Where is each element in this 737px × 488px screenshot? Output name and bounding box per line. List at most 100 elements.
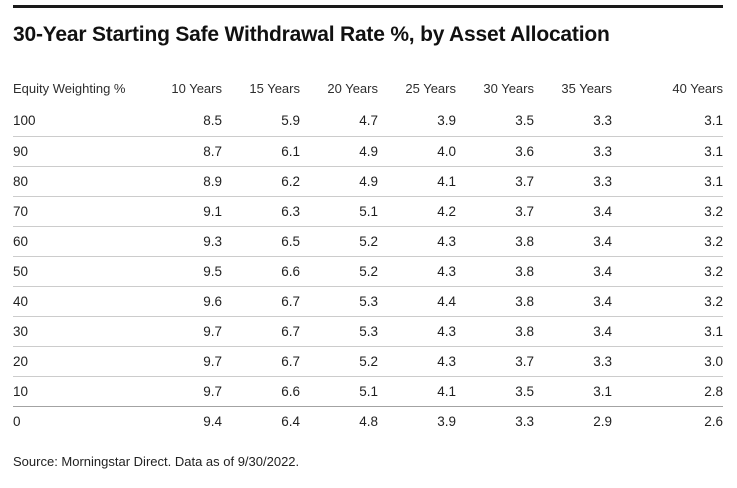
table-body: 100 8.5 5.9 4.7 3.9 3.5 3.3 3.1 90 8.7 6.1 4.9 4.0 3.… <box>13 106 723 436</box>
value-cell: 3.7 <box>456 346 534 377</box>
value-cell: 8.9 <box>144 166 222 197</box>
value-cell: 3.1 <box>612 316 723 347</box>
table-row: 10 9.7 6.6 5.1 4.1 3.5 3.1 2.8 <box>13 376 723 407</box>
value-cell: 6.7 <box>222 346 300 377</box>
value-cell: 5.3 <box>300 316 378 347</box>
value-cell: 3.2 <box>612 196 723 227</box>
value-cell: 9.7 <box>144 316 222 347</box>
value-cell: 6.4 <box>281 413 300 429</box>
value-cell: 6.7 <box>222 316 300 347</box>
column-header-10-years: 10 Years <box>171 81 222 96</box>
value-cell: 9.7 <box>144 346 222 377</box>
value-cell: 5.9 <box>222 106 300 137</box>
value-cell: 2.9 <box>593 413 612 429</box>
value-cell: 3.1 <box>612 136 723 167</box>
value-cell: 3.4 <box>534 226 612 257</box>
value-cell: 5.2 <box>300 346 378 377</box>
value-cell: 3.4 <box>534 256 612 287</box>
value-cell: 3.8 <box>456 316 534 347</box>
value-cell: 3.2 <box>612 226 723 257</box>
value-cell: 6.5 <box>222 226 300 257</box>
value-cell: 3.5 <box>456 106 534 137</box>
value-cell: 4.3 <box>378 256 456 287</box>
value-cell: 6.7 <box>222 286 300 317</box>
value-cell: 4.4 <box>378 286 456 317</box>
equity-weighting-cell: 0 <box>13 413 21 429</box>
table-row: 100 8.5 5.9 4.7 3.9 3.5 3.3 3.1 <box>13 106 723 137</box>
table-row: 40 9.6 6.7 5.3 4.4 3.8 3.4 3.2 <box>13 286 723 317</box>
table-row: 50 9.5 6.6 5.2 4.3 3.8 3.4 3.2 <box>13 256 723 287</box>
equity-weighting-cell: 100 <box>13 106 144 137</box>
table-header-row: Equity Weighting % 10 Years 15 Years 20 … <box>13 70 723 106</box>
value-cell: 3.3 <box>515 413 534 429</box>
value-cell: 3.9 <box>378 106 456 137</box>
table-header: Equity Weighting % 10 Years 15 Years 20 … <box>13 70 723 106</box>
column-header-25-years: 25 Years <box>405 81 456 96</box>
value-cell: 8.5 <box>144 106 222 137</box>
equity-weighting-cell: 10 <box>13 376 144 407</box>
table-row: 30 9.7 6.7 5.3 4.3 3.8 3.4 3.1 <box>13 316 723 347</box>
value-cell: 6.2 <box>222 166 300 197</box>
value-cell: 3.2 <box>612 256 723 287</box>
value-cell: 4.2 <box>378 196 456 227</box>
equity-weighting-cell: 40 <box>13 286 144 317</box>
table-row: 80 8.9 6.2 4.9 4.1 3.7 3.3 3.1 <box>13 166 723 197</box>
value-cell: 3.3 <box>534 136 612 167</box>
equity-weighting-cell: 90 <box>13 136 144 167</box>
column-header-20-years: 20 Years <box>327 81 378 96</box>
column-header-30-years: 30 Years <box>483 81 534 96</box>
column-header-15-years: 15 Years <box>249 81 300 96</box>
value-cell: 3.5 <box>456 376 534 407</box>
value-cell: 3.8 <box>456 226 534 257</box>
value-cell: 2.8 <box>612 376 723 407</box>
value-cell: 9.4 <box>203 413 222 429</box>
value-cell: 3.9 <box>437 413 456 429</box>
value-cell: 6.6 <box>222 376 300 407</box>
table-row: 20 9.7 6.7 5.2 4.3 3.7 3.3 3.0 <box>13 346 723 377</box>
withdrawal-rate-table: Equity Weighting % 10 Years 15 Years 20 … <box>13 70 723 436</box>
value-cell: 4.9 <box>300 136 378 167</box>
value-cell: 3.8 <box>456 286 534 317</box>
page-title: 30-Year Starting Safe Withdrawal Rate %,… <box>13 23 610 46</box>
value-cell: 3.6 <box>456 136 534 167</box>
value-cell: 2.6 <box>704 413 723 429</box>
value-cell: 9.7 <box>144 376 222 407</box>
value-cell: 3.3 <box>534 166 612 197</box>
value-cell: 3.1 <box>612 106 723 137</box>
value-cell: 5.2 <box>300 256 378 287</box>
equity-weighting-cell: 30 <box>13 316 144 347</box>
equity-weighting-cell: 50 <box>13 256 144 287</box>
value-cell: 6.3 <box>222 196 300 227</box>
column-header-equity-weighting: Equity Weighting % <box>13 81 126 96</box>
value-cell: 4.1 <box>378 376 456 407</box>
value-cell: 3.2 <box>612 286 723 317</box>
table-row: 0 9.4 6.4 4.8 3.9 3.3 2.9 2.6 <box>13 406 723 436</box>
value-cell: 3.8 <box>456 256 534 287</box>
value-cell: 3.7 <box>456 166 534 197</box>
column-header-40-years: 40 Years <box>672 81 723 96</box>
equity-weighting-cell: 70 <box>13 196 144 227</box>
value-cell: 3.3 <box>534 346 612 377</box>
exhibit-page: 30-Year Starting Safe Withdrawal Rate %,… <box>13 5 723 469</box>
value-cell: 3.4 <box>534 316 612 347</box>
table-row: 70 9.1 6.3 5.1 4.2 3.7 3.4 3.2 <box>13 196 723 227</box>
value-cell: 3.3 <box>534 106 612 137</box>
value-cell: 5.1 <box>300 376 378 407</box>
value-cell: 4.9 <box>300 166 378 197</box>
value-cell: 9.1 <box>144 196 222 227</box>
value-cell: 8.7 <box>144 136 222 167</box>
value-cell: 9.6 <box>144 286 222 317</box>
value-cell: 4.1 <box>378 166 456 197</box>
table-row: 90 8.7 6.1 4.9 4.0 3.6 3.3 3.1 <box>13 136 723 167</box>
value-cell: 5.1 <box>300 196 378 227</box>
value-cell: 4.3 <box>378 316 456 347</box>
equity-weighting-cell: 80 <box>13 166 144 197</box>
value-cell: 4.3 <box>378 226 456 257</box>
value-cell: 5.3 <box>300 286 378 317</box>
top-rule-divider <box>13 5 723 8</box>
equity-weighting-cell: 20 <box>13 346 144 377</box>
value-cell: 4.8 <box>359 413 378 429</box>
value-cell: 3.4 <box>534 196 612 227</box>
value-cell: 3.7 <box>456 196 534 227</box>
value-cell: 6.6 <box>222 256 300 287</box>
